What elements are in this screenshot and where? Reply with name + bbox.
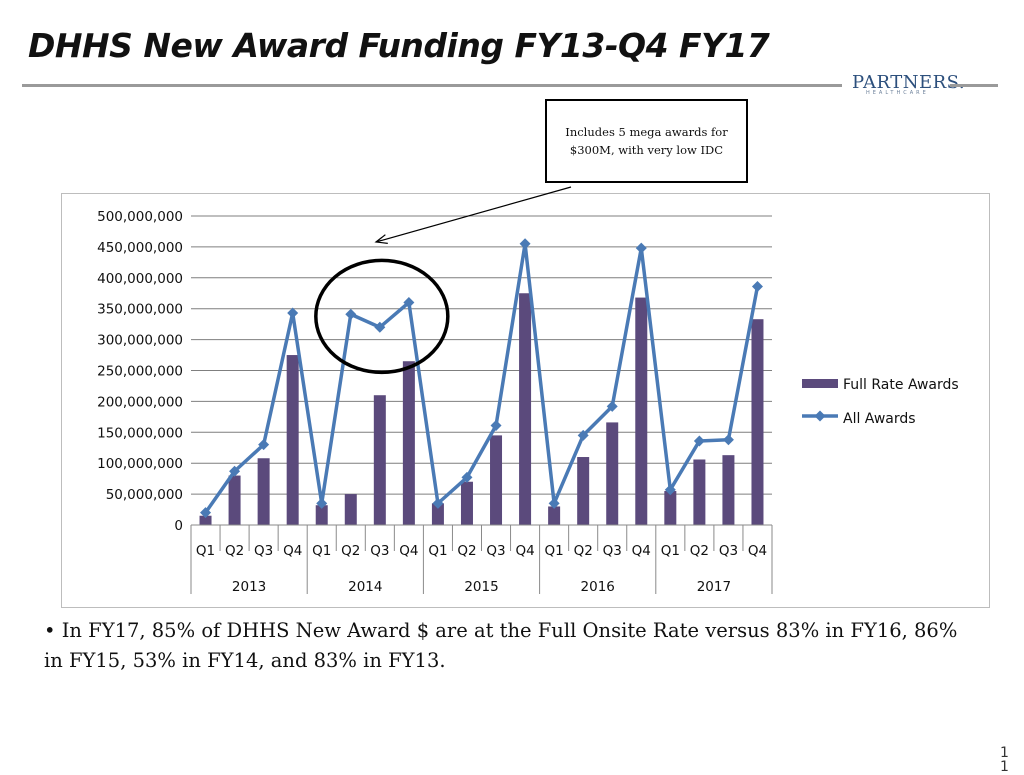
- x-tick-label: Q4: [283, 543, 302, 559]
- mega-awards-callout: Includes 5 mega awards for $300M, with v…: [545, 99, 748, 183]
- x-tick-label: Q1: [312, 543, 331, 559]
- all-awards-marker: [577, 429, 589, 441]
- bar-full-rate-awards: [693, 459, 706, 525]
- y-tick-label: 50,000,000: [106, 487, 183, 503]
- chart-area: 0 50,000,000 100,000,000 150,000,000 200,000…: [61, 193, 990, 608]
- bar-full-rate-awards: [548, 506, 561, 525]
- y-tick-label: 250,000,000: [97, 364, 183, 380]
- y-tick-label: 150,000,000: [97, 425, 183, 441]
- y-tick-label: 400,000,000: [97, 271, 183, 287]
- bar-full-rate-awards: [315, 505, 328, 525]
- all-awards-marker: [519, 238, 531, 250]
- y-tick-label: 500,000,000: [97, 209, 183, 225]
- all-awards-marker: [490, 420, 502, 432]
- x-tick-label: Q1: [545, 543, 564, 559]
- bar-full-rate-awards: [606, 422, 619, 525]
- x-group-label: 2016: [581, 579, 615, 595]
- x-tick-label: Q1: [661, 543, 680, 559]
- x-tick-label: Q4: [632, 543, 651, 559]
- x-group-label: 2014: [348, 579, 382, 595]
- all-awards-marker: [345, 308, 357, 320]
- x-tick-label: Q3: [254, 543, 273, 559]
- bar-full-rate-awards: [519, 293, 532, 525]
- legend-swatch-full-rate: [802, 379, 838, 388]
- line-all-awards: [204, 242, 760, 514]
- slide-title: DHHS New Award Funding FY13-Q4 FY17: [28, 26, 770, 65]
- y-tick-label: 300,000,000: [97, 333, 183, 349]
- all-awards-marker: [316, 497, 328, 509]
- bar-full-rate-awards: [257, 458, 270, 525]
- x-tick-label: Q1: [428, 543, 447, 559]
- summary-bullet: • In FY17, 85% of DHHS New Award $ are a…: [44, 619, 958, 672]
- bar-full-rate-awards: [286, 355, 299, 525]
- bar-full-rate-awards: [751, 319, 764, 525]
- logo-subtext: HEALTHCARE: [866, 90, 929, 96]
- x-tick-label: Q1: [196, 543, 215, 559]
- legend-label-full-rate: Full Rate Awards: [843, 377, 959, 393]
- x-tick-label: Q2: [690, 543, 709, 559]
- y-tick-label: 100,000,000: [97, 456, 183, 472]
- y-tick-label: 200,000,000: [97, 394, 183, 410]
- x-tick-label: Q2: [457, 543, 476, 559]
- bar-full-rate-awards: [664, 491, 677, 525]
- bar-full-rate-awards: [635, 297, 648, 525]
- bar-full-rate-awards: [344, 494, 357, 525]
- all-awards-marker: [229, 465, 241, 477]
- all-awards-marker: [664, 484, 676, 496]
- x-tick-label: Q3: [486, 543, 505, 559]
- legend-label-all-awards: All Awards: [843, 411, 916, 427]
- x-tick-label: Q4: [748, 543, 767, 559]
- all-awards-marker: [635, 242, 647, 254]
- title-divider-right: [950, 84, 998, 87]
- all-awards-marker: [606, 400, 618, 412]
- page-number: 11: [1000, 745, 1009, 775]
- partners-logo: PARTNERS. HEALTHCARE: [852, 72, 966, 102]
- all-awards-marker: [258, 439, 270, 451]
- bar-full-rate-awards: [373, 395, 386, 525]
- all-awards-marker: [287, 307, 299, 319]
- all-awards-marker: [693, 435, 705, 447]
- callout-text: Includes 5 mega awards for $300M, with v…: [565, 125, 728, 157]
- x-tick-label: Q3: [603, 543, 622, 559]
- legend-marker-all-awards: [814, 410, 826, 422]
- bar-full-rate-awards: [577, 457, 590, 525]
- all-awards-marker: [548, 497, 560, 509]
- bar-full-rate-awards: [402, 361, 415, 525]
- x-group-label: 2017: [697, 579, 731, 595]
- x-tick-label: Q4: [399, 543, 418, 559]
- x-tick-label: Q2: [574, 543, 593, 559]
- x-tick-label: Q2: [341, 543, 360, 559]
- y-tick-label: 0: [174, 518, 183, 534]
- funding-chart: 0 50,000,000 100,000,000 150,000,000 200,000…: [97, 209, 959, 595]
- highlight-ellipse: [314, 258, 450, 375]
- all-awards-marker: [461, 471, 473, 483]
- bar-full-rate-awards: [460, 481, 473, 525]
- title-divider-left: [22, 84, 842, 87]
- x-group-label: 2015: [464, 579, 498, 595]
- all-awards-marker: [403, 297, 415, 309]
- all-awards-marker: [722, 434, 734, 446]
- y-tick-label: 350,000,000: [97, 302, 183, 318]
- y-tick-label: 450,000,000: [97, 240, 183, 256]
- x-tick-label: Q2: [225, 543, 244, 559]
- logo-wordmark: PARTNERS.: [852, 72, 966, 93]
- bar-full-rate-awards: [722, 455, 735, 525]
- all-awards-marker: [374, 321, 386, 333]
- x-tick-label: Q3: [370, 543, 389, 559]
- x-tick-label: Q4: [515, 543, 534, 559]
- bar-full-rate-awards: [228, 475, 241, 525]
- bar-full-rate-awards: [431, 503, 444, 525]
- all-awards-marker: [751, 280, 763, 292]
- all-awards-marker: [432, 497, 444, 509]
- all-awards-marker: [200, 507, 212, 519]
- bar-full-rate-awards: [490, 435, 503, 525]
- x-group-label: 2013: [232, 579, 266, 595]
- bar-full-rate-awards: [199, 515, 212, 525]
- x-tick-label: Q3: [719, 543, 738, 559]
